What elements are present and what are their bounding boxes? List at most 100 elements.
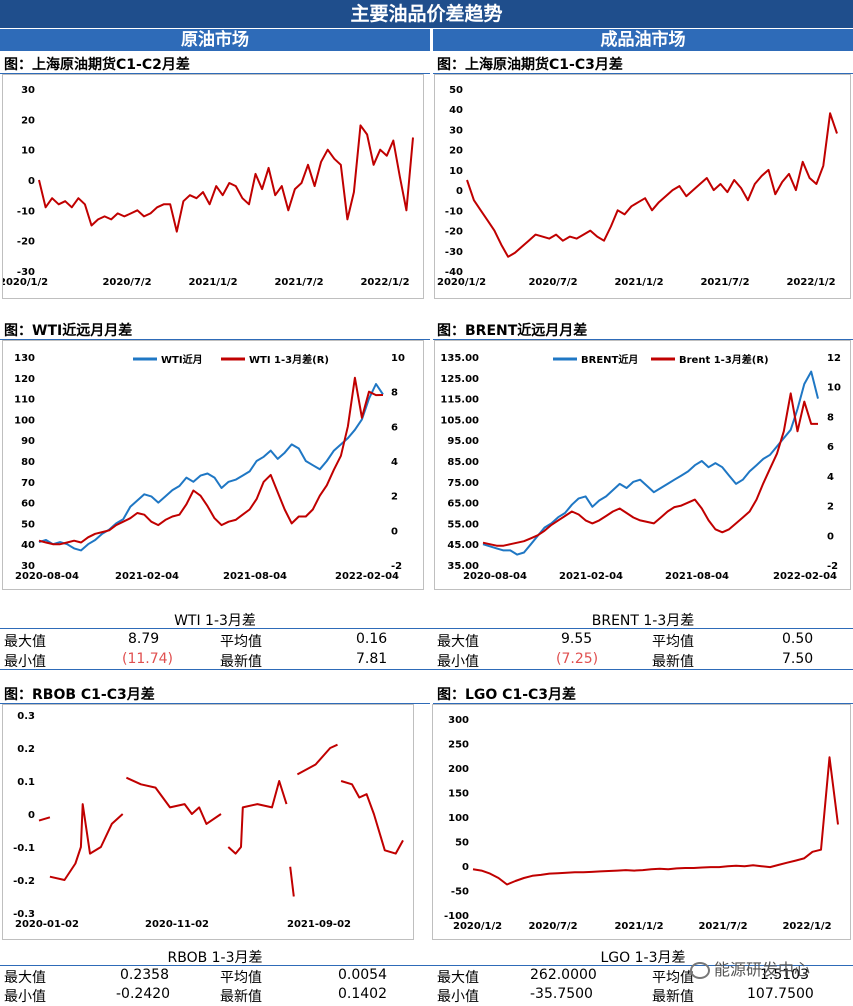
chart-box-lgo: 300 250 200 150 100 50 0 -50 -100 2020/1/2 2020/7/…: [432, 704, 851, 940]
stat-label-avg: 平均值: [220, 970, 262, 986]
y2-tick-label: 10: [827, 383, 841, 394]
stat-label-max: 最大值: [4, 970, 46, 986]
stat-value-avg: 0.0054: [338, 967, 387, 983]
wechat-icon: [690, 962, 710, 979]
x-tick-label: 2021-09-02: [287, 919, 351, 930]
stat-value-latest: 7.50: [782, 651, 814, 667]
y-tick-label: 10: [21, 146, 35, 157]
y-tick-label: 80: [21, 457, 35, 468]
y-tick-label: 300: [448, 715, 469, 726]
y-tick-label: 0: [462, 862, 469, 873]
series-line: [482, 370, 819, 556]
y-tick-label: 55.00: [447, 519, 479, 530]
y-tick-label: 65.00: [447, 499, 479, 510]
chart-title-wti: 图：WTI近远月月差: [4, 323, 133, 339]
y-tick-label: 20: [21, 115, 35, 126]
y-tick-label: 40: [449, 105, 463, 116]
y-tick-label: 30: [449, 125, 463, 136]
series-line: [38, 124, 414, 233]
chart-box-sc-c1c3: 50 40 30 20 10 0 -10 -20 -30 -40 2020/1/2 2020/7/2 2…: [434, 74, 851, 299]
y-tick-label: 250: [448, 740, 469, 751]
divider: [433, 703, 853, 704]
y2-tick-label: 0: [391, 526, 398, 537]
y-tick-label: 0: [28, 810, 35, 821]
stat-label-max: 最大值: [437, 970, 479, 986]
y-tick-label: 0.2: [17, 744, 35, 755]
x-tick-label: 2021/7/2: [698, 921, 747, 932]
chart-box-wti: 130 120 110 100 90 80 70 60 50 40 30 10 8 6 4 2 0 -2 2020-…: [2, 340, 424, 590]
y2-tick-label: 0: [827, 531, 834, 542]
x-tick-label: 2021/7/2: [700, 277, 749, 288]
y-tick-label: 50: [449, 85, 463, 96]
legend-label: Brent 1-3月差(R): [679, 353, 769, 366]
x-tick-label: 2020/1/2: [453, 921, 502, 932]
y2-tick-label: 4: [827, 472, 834, 483]
y-tick-label: 75.00: [447, 478, 479, 489]
y-tick-label: -20: [445, 227, 463, 238]
chart-box-rbob: 0.3 0.2 0.1 0 -0.1 -0.2 -0.3 2020-01-02 2020-11-…: [2, 704, 414, 940]
stat-value-latest: 0.1402: [338, 986, 387, 1002]
chart-title-lgo: 图：LGO C1-C3月差: [437, 687, 577, 703]
y-tick-label: 20: [449, 146, 463, 157]
stat-label-min: 最小值: [437, 654, 479, 670]
y-tick-label: 30: [21, 561, 35, 572]
stat-value-max: 0.2358: [120, 967, 169, 983]
x-tick-label: 2020-01-02: [15, 919, 79, 930]
y-tick-label: 45.00: [447, 540, 479, 551]
divider: [0, 73, 430, 74]
stat-value-min: -0.2420: [116, 986, 171, 1002]
x-tick-label: 2021-08-04: [665, 571, 729, 582]
x-tick-label: 2021/1/2: [188, 277, 237, 288]
y-tick-label: 50: [21, 519, 35, 530]
divider: [0, 339, 430, 340]
y2-tick-label: -2: [827, 561, 838, 572]
stat-value-latest: 7.81: [356, 651, 388, 667]
y-tick-label: 85.00: [447, 457, 479, 468]
series-line: [49, 803, 124, 881]
page-title: 主要油品价差趋势: [0, 0, 853, 28]
y-tick-label: 40: [21, 540, 35, 551]
section-header-products: 成品油市场: [433, 29, 853, 51]
chart-box-sc-c1c2: 30 20 10 0 -10 -20 -30 2020/1/2 2020/7/2 2021/1/2…: [0, 74, 424, 299]
y-tick-label: 105.00: [440, 415, 479, 426]
x-tick-label: 2021-08-04: [223, 571, 287, 582]
stat-value-max: 8.79: [128, 631, 160, 647]
y2-tick-label: 12: [827, 353, 841, 364]
divider: [433, 339, 853, 340]
series-line: [38, 376, 384, 546]
y-tick-label: 130: [14, 353, 35, 364]
stat-value-min: -35.7500: [530, 986, 593, 1002]
y-tick-label: 10: [449, 166, 463, 177]
y-tick-label: -0.3: [13, 909, 35, 920]
stat-value-latest: 107.7500: [747, 986, 814, 1002]
x-tick-label: 2020/1/2: [437, 277, 486, 288]
x-tick-label: 2021/7/2: [274, 277, 323, 288]
y-tick-label: 115.00: [440, 395, 479, 406]
legend-label: WTI近月: [161, 353, 203, 366]
x-tick-label: 2021-02-04: [559, 571, 623, 582]
y-tick-label: 0: [456, 186, 463, 197]
series-line: [482, 392, 818, 547]
stat-label-avg: 平均值: [220, 634, 262, 650]
y-tick-label: 150: [448, 789, 469, 800]
series-line: [472, 756, 839, 886]
y-tick-label: 35.00: [447, 561, 479, 572]
y-tick-label: 120: [14, 374, 35, 385]
y-tick-label: -30: [445, 247, 463, 258]
y2-tick-label: 8: [391, 388, 398, 399]
series-line: [340, 780, 404, 855]
x-tick-label: 2022/1/2: [360, 277, 409, 288]
y-tick-label: 70: [21, 478, 35, 489]
series-line: [38, 816, 51, 822]
divider: [0, 669, 853, 670]
x-tick-label: 2022-02-04: [335, 571, 399, 582]
stat-label-max: 最大值: [4, 634, 46, 650]
x-tick-label: 2021/1/2: [614, 921, 663, 932]
x-tick-label: 2020-08-04: [15, 571, 79, 582]
stat-label-latest: 最新值: [652, 989, 694, 1005]
chart-title-sc-c1c3: 图：上海原油期货C1-C3月差: [437, 57, 623, 73]
y-tick-label: 0.1: [17, 777, 35, 788]
y-tick-label: -40: [445, 267, 463, 278]
stats-title-wti: WTI 1-3月差: [174, 613, 256, 629]
y-tick-label: -30: [17, 267, 35, 278]
